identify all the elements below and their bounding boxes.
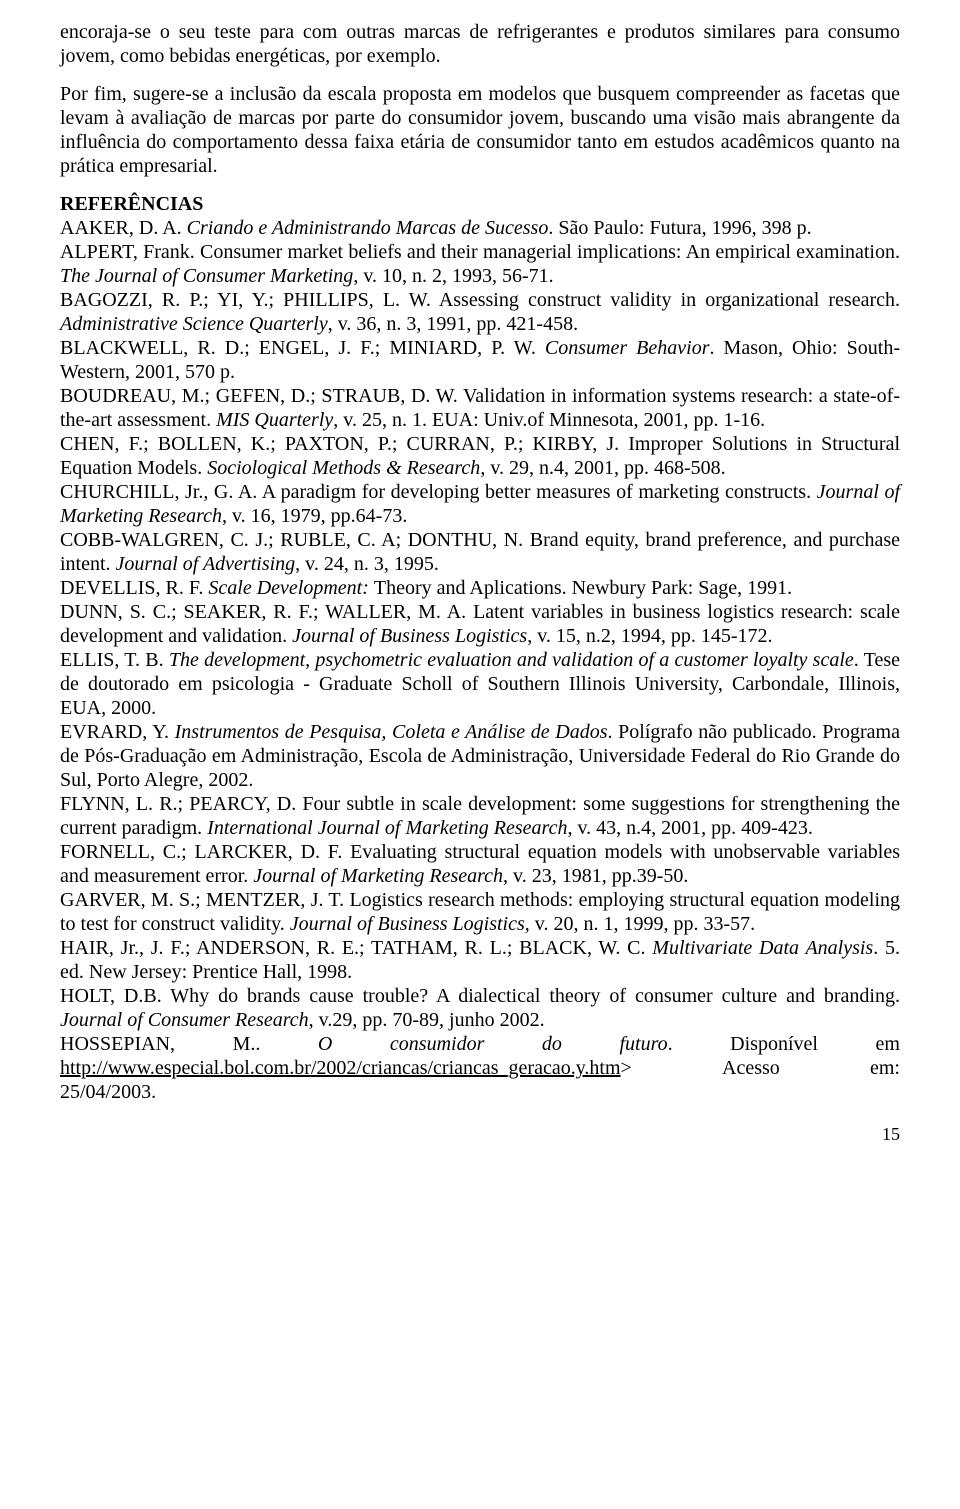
- ref-text: EVRARD, Y.: [60, 721, 175, 743]
- ref-bagozzi: BAGOZZI, R. P.; YI, Y.; PHILLIPS, L. W. …: [60, 288, 900, 336]
- intro-paragraph-1: encoraja-se o seu teste para com outras …: [60, 20, 900, 68]
- ref-text: , v. 20, n. 1, 1999, pp. 33-57.: [525, 913, 755, 935]
- ref-text: . São Paulo: Futura, 1996, 398 p.: [548, 217, 811, 239]
- ref-italic: do: [542, 1032, 562, 1056]
- ref-text: >: [621, 1057, 632, 1079]
- ref-aaker: AAKER, D. A. Criando e Administrando Mar…: [60, 216, 900, 240]
- ref-chen: CHEN, F.; BOLLEN, K.; PAXTON, P.; CURRAN…: [60, 432, 900, 480]
- ref-text: , v. 15, n.2, 1994, pp. 145-172.: [527, 625, 772, 647]
- ref-holt: HOLT, D.B. Why do brands cause trouble? …: [60, 984, 900, 1032]
- ref-italic: Criando e Administrando Marcas de Sucess…: [187, 217, 549, 239]
- ref-hair: HAIR, Jr., J. F.; ANDERSON, R. E.; TATHA…: [60, 936, 900, 984]
- ref-italic: The Journal of Consumer Marketing: [60, 265, 353, 287]
- ref-text: ALPERT, Frank. Consumer market beliefs a…: [60, 241, 900, 263]
- ref-text: M..: [233, 1032, 261, 1056]
- ref-text: , v. 23, 1981, pp.39-50.: [503, 865, 688, 887]
- ref-alpert: ALPERT, Frank. Consumer market beliefs a…: [60, 240, 900, 288]
- ref-url: http://www.especial.bol.com.br/2002/cria…: [60, 1057, 621, 1079]
- ref-text: BLACKWELL, R. D.; ENGEL, J. F.; MINIARD,…: [60, 337, 545, 359]
- ref-italic: Journal of Business Logistics: [292, 625, 527, 647]
- ref-italic: consumidor: [390, 1032, 484, 1056]
- ref-text: AAKER, D. A.: [60, 217, 187, 239]
- ref-cobb: COBB-WALGREN, C. J.; RUBLE, C. A; DONTHU…: [60, 528, 900, 576]
- ref-text: Acesso: [722, 1056, 780, 1080]
- ref-evrard: EVRARD, Y. Instrumentos de Pesquisa, Col…: [60, 720, 900, 792]
- ref-italic: Journal of Advertising: [116, 553, 296, 575]
- references-list: AAKER, D. A. Criando e Administrando Mar…: [60, 216, 900, 1104]
- ref-text: ELLIS, T. B.: [60, 649, 169, 671]
- references-title: REFERÊNCIAS: [60, 192, 900, 216]
- ref-italic: The development, psychometric evaluation…: [169, 649, 854, 671]
- ref-text: Theory and Aplications. Newbury Park: Sa…: [374, 577, 792, 599]
- ref-text: HOSSEPIAN,: [60, 1032, 175, 1056]
- ref-hossepian: HOSSEPIAN, M.. O consumidor do futuro. D…: [60, 1032, 900, 1104]
- ref-text: CHURCHILL, Jr., G. A. A paradigm for dev…: [60, 481, 817, 503]
- ref-text: em:: [870, 1056, 900, 1080]
- ref-text: Disponível: [730, 1032, 818, 1056]
- ref-italic: Journal of Consumer Research: [60, 1009, 309, 1031]
- ref-dunn: DUNN, S. C.; SEAKER, R. F.; WALLER, M. A…: [60, 600, 900, 648]
- ref-italic: Journal of Marketing Research: [253, 865, 503, 887]
- ref-devellis: DEVELLIS, R. F. Scale Development: Theor…: [60, 576, 900, 600]
- ref-churchill: CHURCHILL, Jr., G. A. A paradigm for dev…: [60, 480, 900, 528]
- ref-text: , v. 29, n.4, 2001, pp. 468-508.: [480, 457, 725, 479]
- ref-text: , v. 43, n.4, 2001, pp. 409-423.: [567, 817, 812, 839]
- ref-italic: Journal of Business Logistics: [290, 913, 525, 935]
- ref-text: , v. 10, n. 2, 1993, 56-71.: [353, 265, 553, 287]
- ref-text: DEVELLIS, R. F.: [60, 577, 208, 599]
- ref-fornell: FORNELL, C.; LARCKER, D. F. Evaluating s…: [60, 840, 900, 888]
- ref-garver: GARVER, M. S.; MENTZER, J. T. Logistics …: [60, 888, 900, 936]
- ref-italic: Sociological Methods & Research: [207, 457, 480, 479]
- page-number: 15: [60, 1124, 900, 1146]
- ref-text: , v. 24, n. 3, 1995.: [295, 553, 439, 575]
- ref-text: BAGOZZI, R. P.; YI, Y.; PHILLIPS, L. W. …: [60, 289, 900, 311]
- ref-italic: futuro: [619, 1033, 667, 1055]
- ref-text: , v. 25, n. 1. EUA: Univ.of Minnesota, 2…: [333, 409, 765, 431]
- ref-ellis: ELLIS, T. B. The development, psychometr…: [60, 648, 900, 720]
- ref-text: , v. 16, 1979, pp.64-73.: [222, 505, 407, 527]
- ref-italic: Administrative Science Quarterly: [60, 313, 328, 335]
- ref-text: , v. 36, n. 3, 1991, pp. 421-458.: [328, 313, 578, 335]
- ref-text: em: [876, 1032, 900, 1056]
- ref-flynn: FLYNN, L. R.; PEARCY, D. Four subtle in …: [60, 792, 900, 840]
- intro-paragraph-2: Por fim, sugere-se a inclusão da escala …: [60, 82, 900, 178]
- ref-italic: O: [318, 1032, 332, 1056]
- ref-text: HOLT, D.B. Why do brands cause trouble? …: [60, 985, 900, 1007]
- ref-italic: Instrumentos de Pesquisa, Coleta e Análi…: [175, 721, 608, 743]
- ref-boudreau: BOUDREAU, M.; GEFEN, D.; STRAUB, D. W. V…: [60, 384, 900, 432]
- ref-italic: Multivariate Data Analysis: [652, 937, 873, 959]
- ref-text: , v.29, pp. 70-89, junho 2002.: [309, 1009, 545, 1031]
- ref-italic: International Journal of Marketing Resea…: [207, 817, 567, 839]
- ref-italic: Consumer Behavior: [545, 337, 710, 359]
- page-content: encoraja-se o seu teste para com outras …: [0, 0, 960, 1176]
- ref-text: HAIR, Jr., J. F.; ANDERSON, R. E.; TATHA…: [60, 937, 652, 959]
- ref-blackwell: BLACKWELL, R. D.; ENGEL, J. F.; MINIARD,…: [60, 336, 900, 384]
- ref-text: 25/04/2003.: [60, 1081, 156, 1103]
- ref-text: .: [668, 1033, 673, 1055]
- ref-italic: MIS Quarterly: [216, 409, 333, 431]
- ref-italic: Scale Development:: [208, 577, 373, 599]
